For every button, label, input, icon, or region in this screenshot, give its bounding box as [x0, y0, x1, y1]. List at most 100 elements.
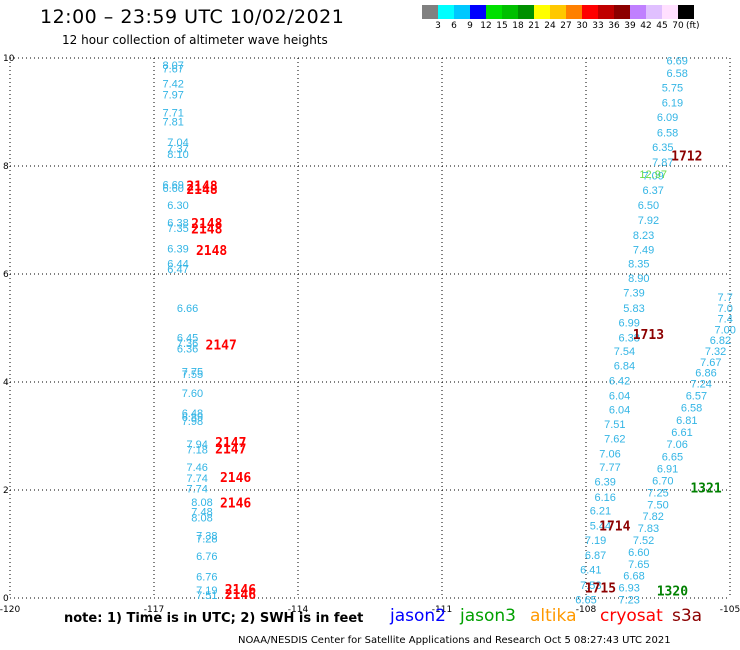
wave-height-label: 7.19	[585, 535, 606, 547]
wave-height-label: 7.55	[182, 369, 203, 381]
page-title: 12:00 – 23:59 UTC 10/02/2021	[40, 6, 345, 28]
wave-height-label: 7.37	[167, 144, 188, 156]
pass-time-label: 2148	[191, 217, 222, 232]
y-tick-label: 0	[3, 594, 9, 604]
wave-height-label: 8.08	[191, 512, 212, 524]
wave-height-label: 5.75	[662, 82, 683, 94]
wave-height-label: 6.81	[676, 415, 697, 427]
color-scale-unit: (ft)	[686, 21, 700, 31]
color-scale-swatch	[454, 5, 470, 19]
color-scale-label: 45	[656, 21, 668, 31]
color-scale-label: 27	[560, 21, 572, 31]
wave-height-label: 7.42	[162, 79, 183, 91]
wave-height-label: 7.74	[186, 473, 207, 485]
wave-height-label: 6.89	[182, 412, 203, 424]
pass-time-label: 1715	[585, 582, 616, 597]
color-scale-label: 12	[480, 21, 492, 31]
wave-height-label: 6.69	[666, 55, 687, 67]
wave-height-label: 7.32	[705, 346, 726, 358]
wave-height-label: 7.7	[718, 292, 733, 304]
wave-height-label: 6.38	[167, 217, 188, 229]
credit-line: NOAA/NESDIS Center for Satellite Applica…	[238, 635, 671, 646]
wave-height-label: 6.60	[162, 183, 183, 195]
color-scale: 3 6 9 12 15 18 21 24 27 30 33 36 39 42 45 70 (ft)	[422, 5, 732, 33]
color-scale-swatch	[566, 5, 582, 19]
wave-height-highlight: 12.97	[639, 169, 667, 181]
pass-time-label: 1320	[657, 584, 688, 599]
x-tick-label: -105	[720, 605, 740, 615]
wave-height-label: 6.30	[167, 200, 188, 212]
page-subtitle: 12 hour collection of altimeter wave hei…	[62, 33, 328, 47]
wave-height-label: 7.60	[182, 388, 203, 400]
wave-height-label: 8.08	[191, 497, 212, 509]
wave-height-label: 7.52	[633, 535, 654, 547]
wave-height-label: 6.58	[666, 68, 687, 80]
wave-height-label: 6.39	[167, 243, 188, 255]
color-scale-swatch	[534, 5, 550, 19]
pass-time-label: 2146	[220, 471, 251, 486]
color-scale-swatch	[486, 5, 502, 19]
wave-height-label: 7.97	[162, 90, 183, 102]
color-scale-label: 21	[528, 21, 540, 31]
pass-time-label: 2148	[186, 183, 217, 198]
y-tick-label: 4	[3, 378, 9, 388]
wave-height-label: 6.86	[695, 368, 716, 380]
wave-height-label: 7.24	[690, 378, 711, 390]
color-scale-labels: 3 6 9 12 15 18 21 24 27 30 33 36 39 42 45 70 (ft)	[422, 19, 732, 33]
wave-height-label: 7.87	[652, 157, 673, 169]
wave-height-label: 7.06	[599, 449, 620, 461]
wave-height-label: 6.58	[681, 403, 702, 415]
pass-time-label: 1714	[599, 520, 630, 535]
pass-time-label: 1712	[671, 150, 702, 165]
y-tick-label: 8	[3, 162, 9, 172]
pass-time-label: 1321	[690, 482, 721, 497]
color-scale-swatches	[422, 5, 732, 19]
color-scale-swatch	[470, 5, 486, 19]
wave-height-label: 7.4	[718, 314, 733, 326]
color-scale-swatch	[502, 5, 518, 19]
color-scale-swatch	[614, 5, 630, 19]
pass-time-label: 2146	[225, 588, 256, 603]
pass-time-label: 1713	[633, 328, 664, 343]
wave-height-label: 7.94	[186, 439, 207, 451]
color-scale-swatch	[550, 5, 566, 19]
wave-height-label: 6.47	[167, 264, 188, 276]
wave-height-label: 8.07	[162, 60, 183, 72]
wave-height-label: 7.67	[700, 357, 721, 369]
wave-height-label: 6.44	[167, 259, 188, 271]
wave-height-label: 7.83	[638, 523, 659, 535]
wave-height-label: 6.36	[177, 343, 198, 355]
wave-height-label: 7.51	[604, 419, 625, 431]
wave-height-label: 7.62	[604, 433, 625, 445]
wave-height-label: 6.16	[594, 492, 615, 504]
wave-height-label: 7.74	[186, 484, 207, 496]
legend-altika: altika	[530, 606, 577, 626]
wave-height-label: 6.68	[623, 571, 644, 583]
wave-height-label: 6.61	[671, 427, 692, 439]
wave-height-label: 8.90	[628, 273, 649, 285]
wave-height-label: 6.41	[580, 565, 601, 577]
wave-height-label: 7.75	[182, 367, 203, 379]
wave-height-label: 7.48	[191, 506, 212, 518]
pass-time-label: 2148	[191, 223, 222, 238]
pass-time-label: 2147	[206, 339, 237, 354]
color-scale-label: 18	[512, 21, 524, 31]
color-scale-label: 33	[592, 21, 604, 31]
color-scale-swatch	[438, 5, 454, 19]
wave-height-label: 6.76	[196, 551, 217, 563]
wave-height-label: 7.54	[614, 346, 635, 358]
wave-height-label: 6.58	[657, 127, 678, 139]
wave-height-label: 7.51	[196, 590, 217, 602]
color-scale-swatch	[422, 5, 438, 19]
note-text: note: 1) Time is in UTC; 2) SWH is in fe…	[64, 611, 364, 626]
wave-height-label: 6.99	[618, 317, 639, 329]
wave-height-label: 6.69	[162, 180, 183, 192]
wave-height-label: 8.23	[633, 230, 654, 242]
wave-height-label: 6.93	[618, 583, 639, 595]
color-scale-label: 6	[451, 21, 457, 31]
x-tick-label: -117	[144, 605, 164, 615]
wave-height-label: 7.92	[638, 215, 659, 227]
pass-time-label: 2146	[225, 583, 256, 598]
wave-height-label: 6.42	[609, 376, 630, 388]
